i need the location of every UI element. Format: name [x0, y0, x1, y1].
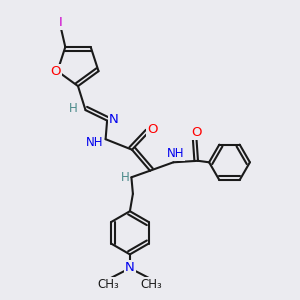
Text: H: H: [68, 102, 77, 115]
Text: NH: NH: [167, 147, 184, 161]
Text: N: N: [109, 112, 118, 126]
Text: H: H: [120, 171, 129, 184]
Text: CH₃: CH₃: [141, 278, 162, 291]
Text: O: O: [51, 65, 61, 78]
Text: I: I: [59, 16, 63, 28]
Text: O: O: [147, 123, 158, 136]
Text: O: O: [191, 126, 202, 139]
Text: NH: NH: [85, 136, 103, 149]
Text: CH₃: CH₃: [98, 278, 119, 291]
Text: N: N: [125, 261, 135, 274]
